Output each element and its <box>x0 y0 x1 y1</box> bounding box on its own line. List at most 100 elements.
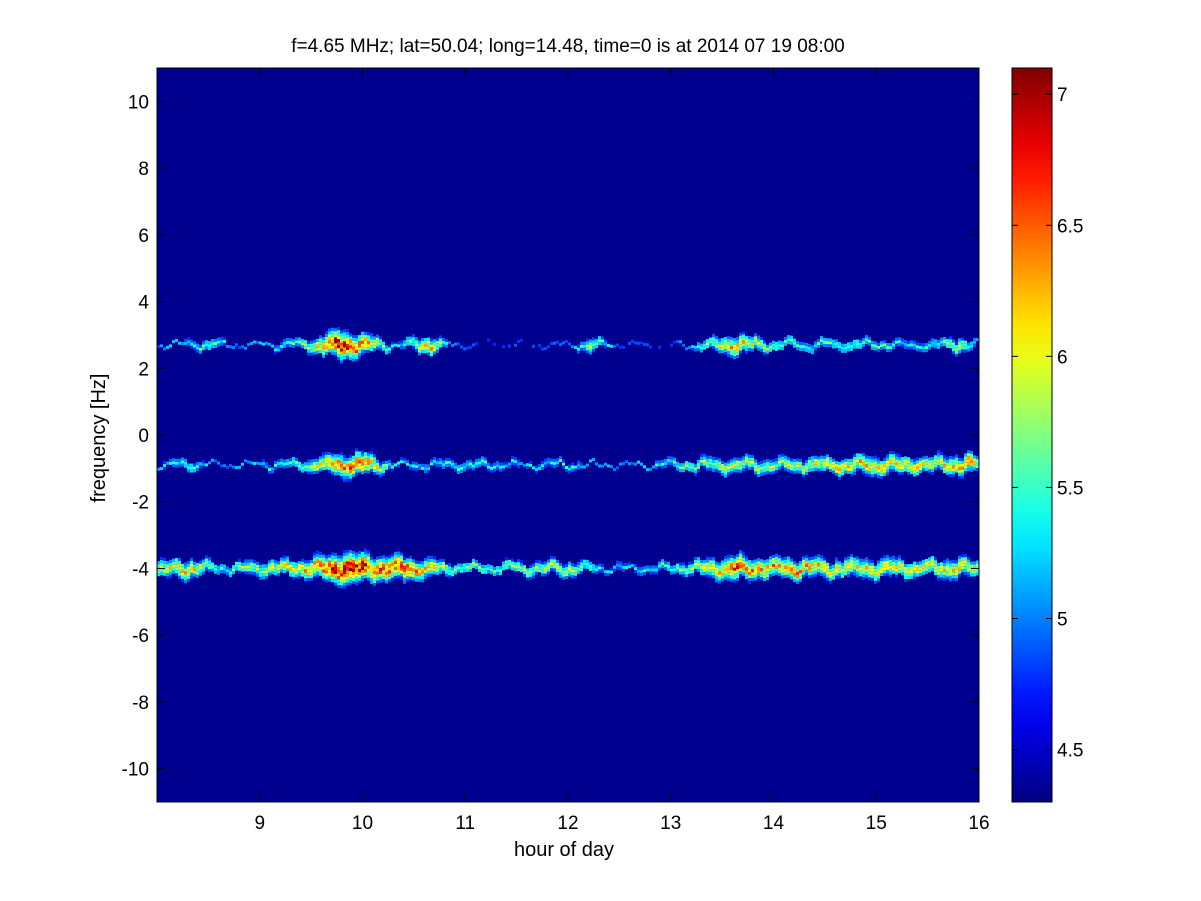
heatmap-cell <box>343 353 346 357</box>
heatmap-cell <box>730 575 733 579</box>
heatmap-cell <box>331 465 334 469</box>
heatmap-cell <box>931 460 934 463</box>
heatmap-cell <box>805 569 808 573</box>
heatmap-cell <box>793 344 796 348</box>
heatmap-cell <box>907 343 910 347</box>
heatmap-cell <box>385 559 388 563</box>
heatmap-cell <box>673 460 676 464</box>
heatmap-cell <box>577 463 580 467</box>
heatmap-cell <box>691 345 694 349</box>
heatmap-cell <box>733 576 736 580</box>
heatmap-cell <box>349 472 352 476</box>
heatmap-cell <box>754 459 757 463</box>
heatmap-cell <box>664 561 667 565</box>
heatmap-cells <box>157 327 979 589</box>
heatmap-cell <box>736 554 739 557</box>
heatmap-cell <box>220 339 223 343</box>
heatmap-cell <box>784 342 787 346</box>
heatmap-cell <box>295 463 298 467</box>
heatmap-cell <box>412 574 415 578</box>
heatmap-cell <box>388 576 391 580</box>
heatmap-cell <box>373 472 376 476</box>
heatmap-cell <box>382 570 385 574</box>
heatmap-cell <box>655 571 658 575</box>
heatmap-cell <box>895 340 898 344</box>
heatmap-cell <box>835 557 838 561</box>
heatmap-cell <box>538 464 541 467</box>
heatmap-cell <box>418 464 421 468</box>
heatmap-cell <box>394 551 397 555</box>
heatmap-cell <box>391 553 394 557</box>
heatmap-cell <box>937 453 940 457</box>
heatmap-cell <box>592 570 595 573</box>
heatmap-cell <box>826 565 829 569</box>
heatmap-cell <box>193 561 196 565</box>
heatmap-cell <box>739 341 742 345</box>
heatmap-cell <box>868 577 871 581</box>
heatmap-cell <box>952 563 955 567</box>
heatmap-cell <box>382 564 385 568</box>
heatmap-cell <box>724 465 727 469</box>
heatmap-cell <box>901 338 904 342</box>
heatmap-cell <box>442 567 445 571</box>
heatmap-cell <box>358 451 361 455</box>
heatmap-cell <box>877 566 880 570</box>
heatmap-cell <box>178 464 181 468</box>
heatmap-cell <box>436 571 439 575</box>
heatmap-cell <box>973 461 976 465</box>
heatmap-cell <box>727 566 730 570</box>
heatmap-cell <box>874 574 877 578</box>
heatmap-cell <box>409 339 412 343</box>
heatmap-cell <box>778 561 781 565</box>
heatmap-cell <box>751 466 754 470</box>
heatmap-cell <box>502 462 505 466</box>
heatmap-cell <box>646 565 649 569</box>
heatmap-cell <box>934 455 937 459</box>
heatmap-cell <box>670 462 673 466</box>
heatmap-cell <box>340 345 343 349</box>
heatmap-cell <box>883 558 886 562</box>
heatmap-cell <box>265 573 268 577</box>
heatmap-cell <box>193 344 196 348</box>
heatmap-cell <box>196 568 199 572</box>
heatmap-cell <box>796 580 799 584</box>
x-tick-label: 15 <box>866 813 887 834</box>
heatmap-cell <box>913 464 916 468</box>
heatmap-cell <box>844 566 847 570</box>
heatmap-cell <box>871 471 874 475</box>
heatmap-cell <box>754 565 757 569</box>
heatmap-cell <box>970 466 973 469</box>
heatmap-cell <box>619 567 622 571</box>
heatmap-cell <box>472 461 475 465</box>
heatmap-cell <box>292 339 295 343</box>
heatmap-cell <box>760 343 763 346</box>
heatmap-cell <box>511 462 514 466</box>
heatmap-cell <box>727 575 730 579</box>
heatmap-cell <box>379 348 382 352</box>
heatmap-cell <box>394 560 397 564</box>
heatmap-cell <box>880 573 883 576</box>
heatmap-cell <box>436 461 439 465</box>
heatmap-cell <box>952 351 955 355</box>
heatmap-cell <box>322 575 325 579</box>
heatmap-cell <box>811 459 814 463</box>
heatmap-cell <box>811 465 814 469</box>
heatmap-cell <box>895 468 898 472</box>
heatmap-cell <box>187 563 190 567</box>
heatmap-cell <box>736 463 739 467</box>
heatmap-cell <box>844 464 847 468</box>
heatmap-cell <box>934 563 937 567</box>
heatmap-cell <box>346 561 349 565</box>
heatmap-cell <box>163 461 166 464</box>
heatmap-cell <box>466 565 469 569</box>
heatmap-cell <box>589 564 592 568</box>
heatmap-cell <box>367 556 370 560</box>
x-axis: 9 10 11 12 13 14 15 16 <box>254 68 990 834</box>
heatmap-cell <box>325 466 328 470</box>
heatmap-cell <box>709 337 712 341</box>
heatmap-cell <box>829 469 832 472</box>
colorbar-axis: 4.555.566.57 <box>1012 85 1083 762</box>
heatmap-cell <box>340 567 343 571</box>
heatmap-cell <box>808 346 811 350</box>
heatmap-cell <box>349 583 352 587</box>
